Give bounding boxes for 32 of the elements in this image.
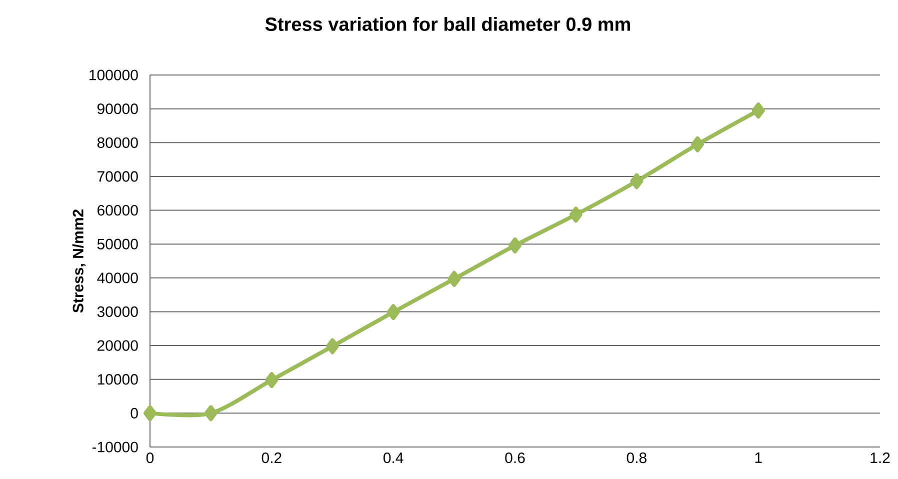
y-tick-label: 90000 xyxy=(97,104,138,114)
point xyxy=(569,206,582,223)
x-tick-label: 0.8 xyxy=(626,452,646,464)
point xyxy=(326,338,340,354)
y-tick-label: 50000 xyxy=(97,238,138,250)
y-tick-label: 30000 xyxy=(97,306,138,318)
y-tick-label: 100000 xyxy=(90,70,138,80)
point xyxy=(630,173,644,190)
y-tick-label: 70000 xyxy=(98,171,138,182)
point xyxy=(448,270,461,287)
point xyxy=(691,136,704,152)
chart-title: Stress variation for ball diameter 0.9 mm xyxy=(265,17,630,31)
point xyxy=(204,405,218,422)
y-tick-label: 20000 xyxy=(98,340,138,351)
y-tick-label: 60000 xyxy=(98,204,138,216)
point xyxy=(386,304,400,320)
y-tick-label: 40000 xyxy=(97,272,138,284)
x-tick-label: 0.2 xyxy=(262,452,282,464)
x-tick-label: 0.6 xyxy=(505,452,525,464)
y-tick-label: -10000 xyxy=(92,442,138,452)
x-tick-label: 1.2 xyxy=(870,452,890,463)
point xyxy=(752,102,765,119)
x-tick-label: 0 xyxy=(146,452,154,464)
point xyxy=(265,372,278,388)
point xyxy=(144,405,156,422)
x-tick-label: 1 xyxy=(755,452,762,463)
y-tick-label: 0 xyxy=(130,408,138,418)
point xyxy=(508,237,522,254)
y-axis-title: Stress, N/mm2 xyxy=(72,210,86,313)
y-tick-label: 10000 xyxy=(98,374,138,385)
y-tick-label: 80000 xyxy=(97,137,138,148)
x-tick-label: 0.4 xyxy=(384,452,404,464)
